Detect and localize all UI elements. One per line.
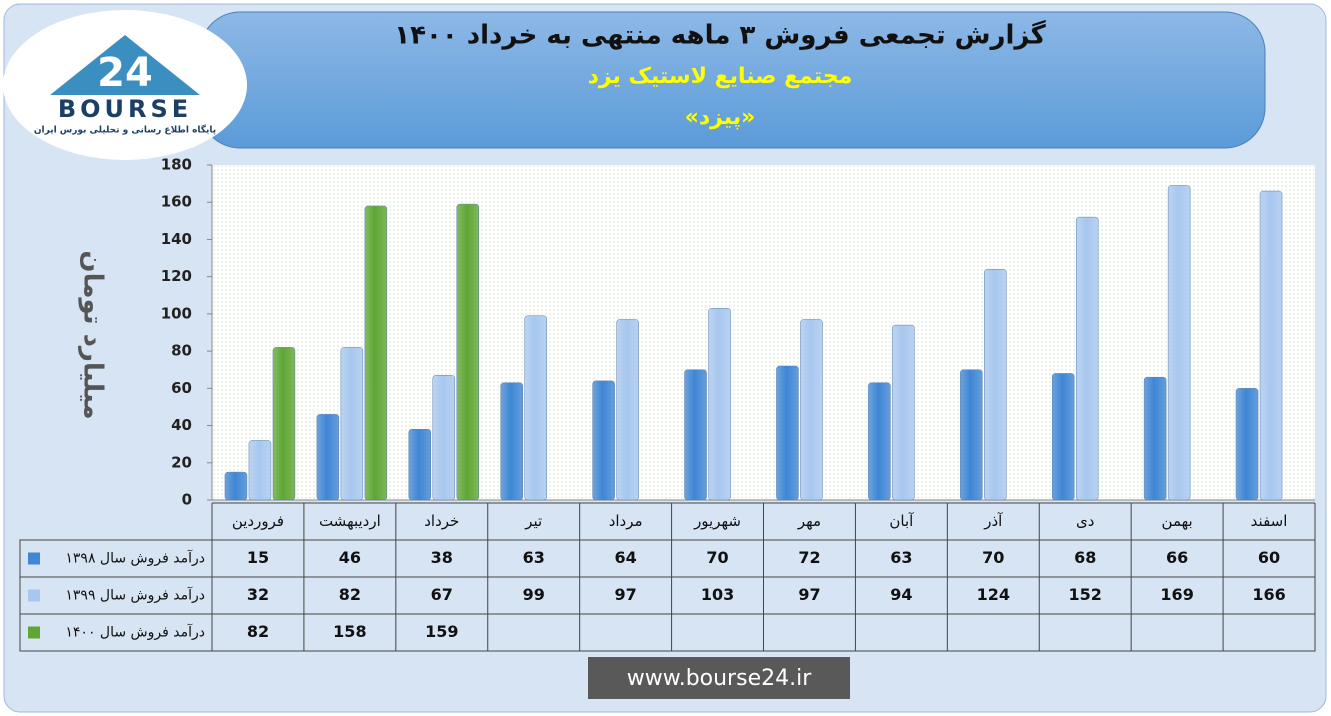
y-tick-label: 20 — [171, 453, 192, 471]
bar — [892, 324, 915, 501]
bar — [340, 347, 364, 501]
logo-brand: BOURSE — [58, 95, 192, 123]
table-value: 103 — [701, 585, 734, 604]
table-value: 70 — [982, 548, 1004, 567]
legend-swatch — [28, 626, 40, 639]
chart-subtitle: مجتمع صنایع لاستیک یزد — [588, 64, 853, 89]
bar — [272, 347, 296, 501]
table-value: 60 — [1258, 548, 1280, 567]
y-tick-label: 160 — [161, 193, 192, 211]
footer-url: www.bourse24.ir — [627, 666, 812, 691]
bar — [524, 315, 547, 501]
bar — [1143, 376, 1167, 501]
bar — [984, 268, 1007, 501]
bar — [224, 471, 248, 501]
table-value: 64 — [614, 548, 636, 567]
table-value: 68 — [1074, 548, 1096, 567]
table-value: 72 — [798, 548, 820, 567]
bar — [868, 382, 891, 501]
legend-label: درآمد فروش سال ۱۳۹۹ — [65, 587, 205, 604]
bar — [1235, 388, 1259, 501]
logo-triangle — [50, 35, 200, 95]
bar — [432, 375, 456, 501]
y-tick-label: 0 — [182, 491, 192, 509]
y-tick-label: 60 — [171, 379, 192, 397]
table-value: 99 — [523, 585, 545, 604]
table-value: 97 — [614, 585, 636, 604]
table-value: 70 — [706, 548, 728, 567]
legend-swatch — [28, 552, 40, 565]
bar — [500, 382, 523, 501]
x-tick-label: بهمن — [1162, 512, 1193, 530]
x-tick-label: آذر — [983, 512, 1003, 530]
table-value: 166 — [1252, 585, 1285, 604]
bar — [800, 319, 823, 501]
y-tick-label: 140 — [161, 230, 192, 248]
bar — [1075, 216, 1099, 501]
table-value: 38 — [431, 548, 453, 567]
table-value: 63 — [890, 548, 912, 567]
x-tick-label: اردیبهشت — [319, 512, 381, 530]
y-tick-label: 180 — [161, 156, 192, 174]
table-value: 82 — [339, 585, 361, 604]
x-tick-label: مرداد — [609, 512, 643, 530]
x-tick-label: اسفند — [1251, 512, 1288, 530]
table-value: 66 — [1166, 548, 1188, 567]
bar — [776, 365, 799, 501]
table-value: 124 — [977, 585, 1010, 604]
bar — [1259, 190, 1283, 501]
x-tick-label: آبان — [889, 512, 914, 530]
chart-symbol: «پیزد» — [685, 105, 756, 130]
table-value: 67 — [431, 585, 453, 604]
x-tick-label: تیر — [524, 512, 542, 530]
chart-title: گزارش تجمعی فروش ۳ ماهه منتهی به خرداد ۱… — [394, 20, 1046, 51]
x-tick-label: مهر — [797, 512, 821, 530]
bar — [364, 205, 388, 501]
x-tick-label: شهریور — [693, 512, 741, 530]
bar — [1051, 373, 1075, 501]
bar — [248, 440, 272, 501]
bar — [684, 369, 707, 501]
table-value: 94 — [890, 585, 912, 604]
bar — [616, 319, 639, 501]
x-tick-label: فروردین — [232, 512, 284, 530]
legend-label: درآمد فروش سال ۱۳۹۸ — [65, 550, 205, 567]
bar — [592, 380, 615, 501]
y-tick-label: 80 — [171, 342, 192, 360]
table-value: 169 — [1160, 585, 1193, 604]
plot-area — [212, 165, 1315, 500]
y-axis-label: میلیارد تومان — [78, 250, 108, 419]
bar — [1167, 185, 1191, 501]
logo-tagline: پایگاه اطلاع رسانی و تحلیلی بورس ایران — [34, 124, 216, 136]
x-tick-label: دی — [1076, 512, 1094, 530]
bar — [408, 429, 432, 501]
table-value: 82 — [247, 622, 269, 641]
legend-label: درآمد فروش سال ۱۴۰۰ — [65, 624, 205, 641]
bar — [708, 308, 731, 501]
x-tick-label: خرداد — [424, 512, 459, 530]
y-tick-label: 100 — [161, 304, 192, 322]
footer-box — [588, 657, 850, 699]
table-value: 32 — [247, 585, 269, 604]
table-value: 159 — [425, 622, 458, 641]
bar — [316, 414, 340, 501]
table-value: 158 — [333, 622, 366, 641]
table-value: 152 — [1069, 585, 1102, 604]
y-tick-label: 120 — [161, 267, 192, 285]
bar — [456, 203, 480, 501]
legend-swatch — [28, 589, 40, 602]
bar — [960, 369, 983, 501]
logo-number: 24 — [97, 50, 153, 96]
y-tick-label: 40 — [171, 416, 192, 434]
table-value: 97 — [798, 585, 820, 604]
table-value: 15 — [247, 548, 269, 567]
table-value: 46 — [339, 548, 361, 567]
table-value: 63 — [523, 548, 545, 567]
